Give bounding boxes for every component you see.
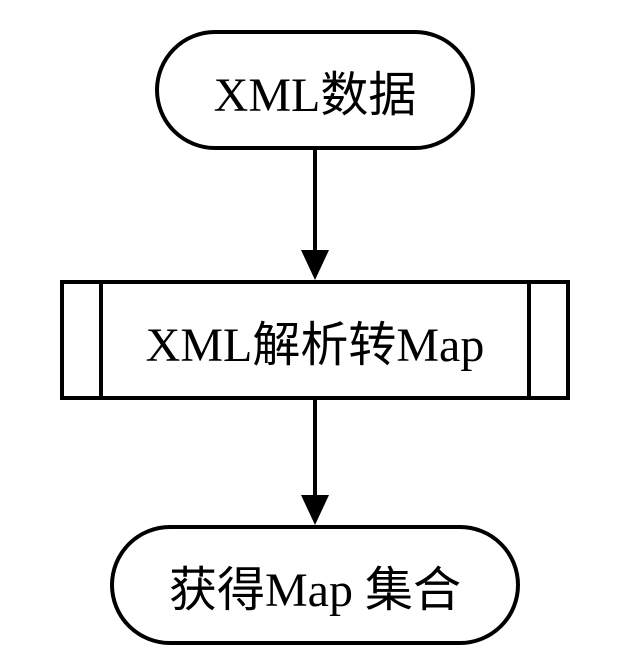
edge-n1-n2 [287, 150, 343, 280]
node-get-map-collection-label: 获得Map 集合 [169, 550, 461, 620]
node-xml-parse-to-map: XML解析转Map [60, 280, 570, 400]
edge-arrowhead [301, 250, 329, 280]
flowchart-canvas: XML数据 XML解析转Map 获得Map 集合 [0, 0, 630, 670]
edge-arrowhead [301, 495, 329, 525]
node-get-map-collection: 获得Map 集合 [110, 525, 520, 645]
node-xml-data: XML数据 [155, 30, 475, 150]
edge-n2-n3 [287, 400, 343, 525]
predefined-process-bar-left [99, 284, 103, 396]
predefined-process-bar-right [527, 284, 531, 396]
node-xml-data-label: XML数据 [214, 55, 417, 125]
node-xml-parse-to-map-label: XML解析转Map [146, 305, 485, 375]
